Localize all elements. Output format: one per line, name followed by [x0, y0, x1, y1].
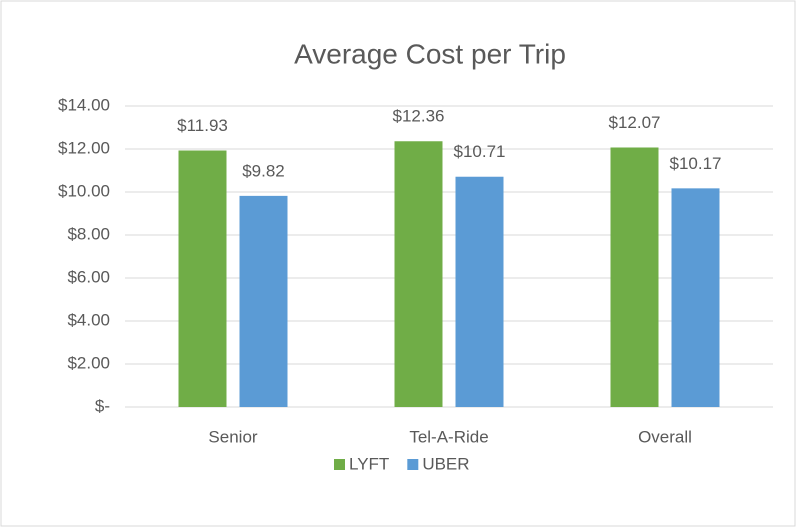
legend-swatch [407, 459, 419, 470]
bar [610, 147, 659, 407]
data-label: $12.07 [609, 113, 661, 132]
y-tick-label: $4.00 [67, 310, 110, 329]
data-label: $9.82 [242, 161, 285, 180]
bar [455, 176, 504, 407]
data-label: $10.17 [670, 154, 722, 173]
y-tick-label: $10.00 [58, 181, 110, 200]
x-tick-label: Overall [638, 427, 692, 446]
legend-label: UBER [422, 454, 469, 473]
bar [178, 150, 227, 407]
y-tick-label: $- [95, 396, 110, 415]
legend-swatch [334, 459, 345, 470]
y-tick-label: $6.00 [67, 267, 110, 286]
data-label: $12.36 [393, 107, 445, 126]
chart-title: Average Cost per Trip [294, 38, 566, 69]
bar [239, 195, 288, 407]
legend-label: LYFT [349, 454, 389, 473]
y-tick-label: $14.00 [58, 95, 110, 114]
x-tick-label: Senior [208, 427, 257, 446]
bar [394, 141, 443, 407]
data-label: $11.93 [177, 116, 228, 135]
y-tick-label: $12.00 [58, 138, 110, 157]
bar [671, 188, 720, 407]
x-tick-label: Tel-A-Ride [409, 427, 488, 446]
y-tick-label: $2.00 [67, 353, 110, 372]
y-tick-label: $8.00 [67, 224, 110, 243]
data-label: $10.71 [454, 142, 506, 161]
